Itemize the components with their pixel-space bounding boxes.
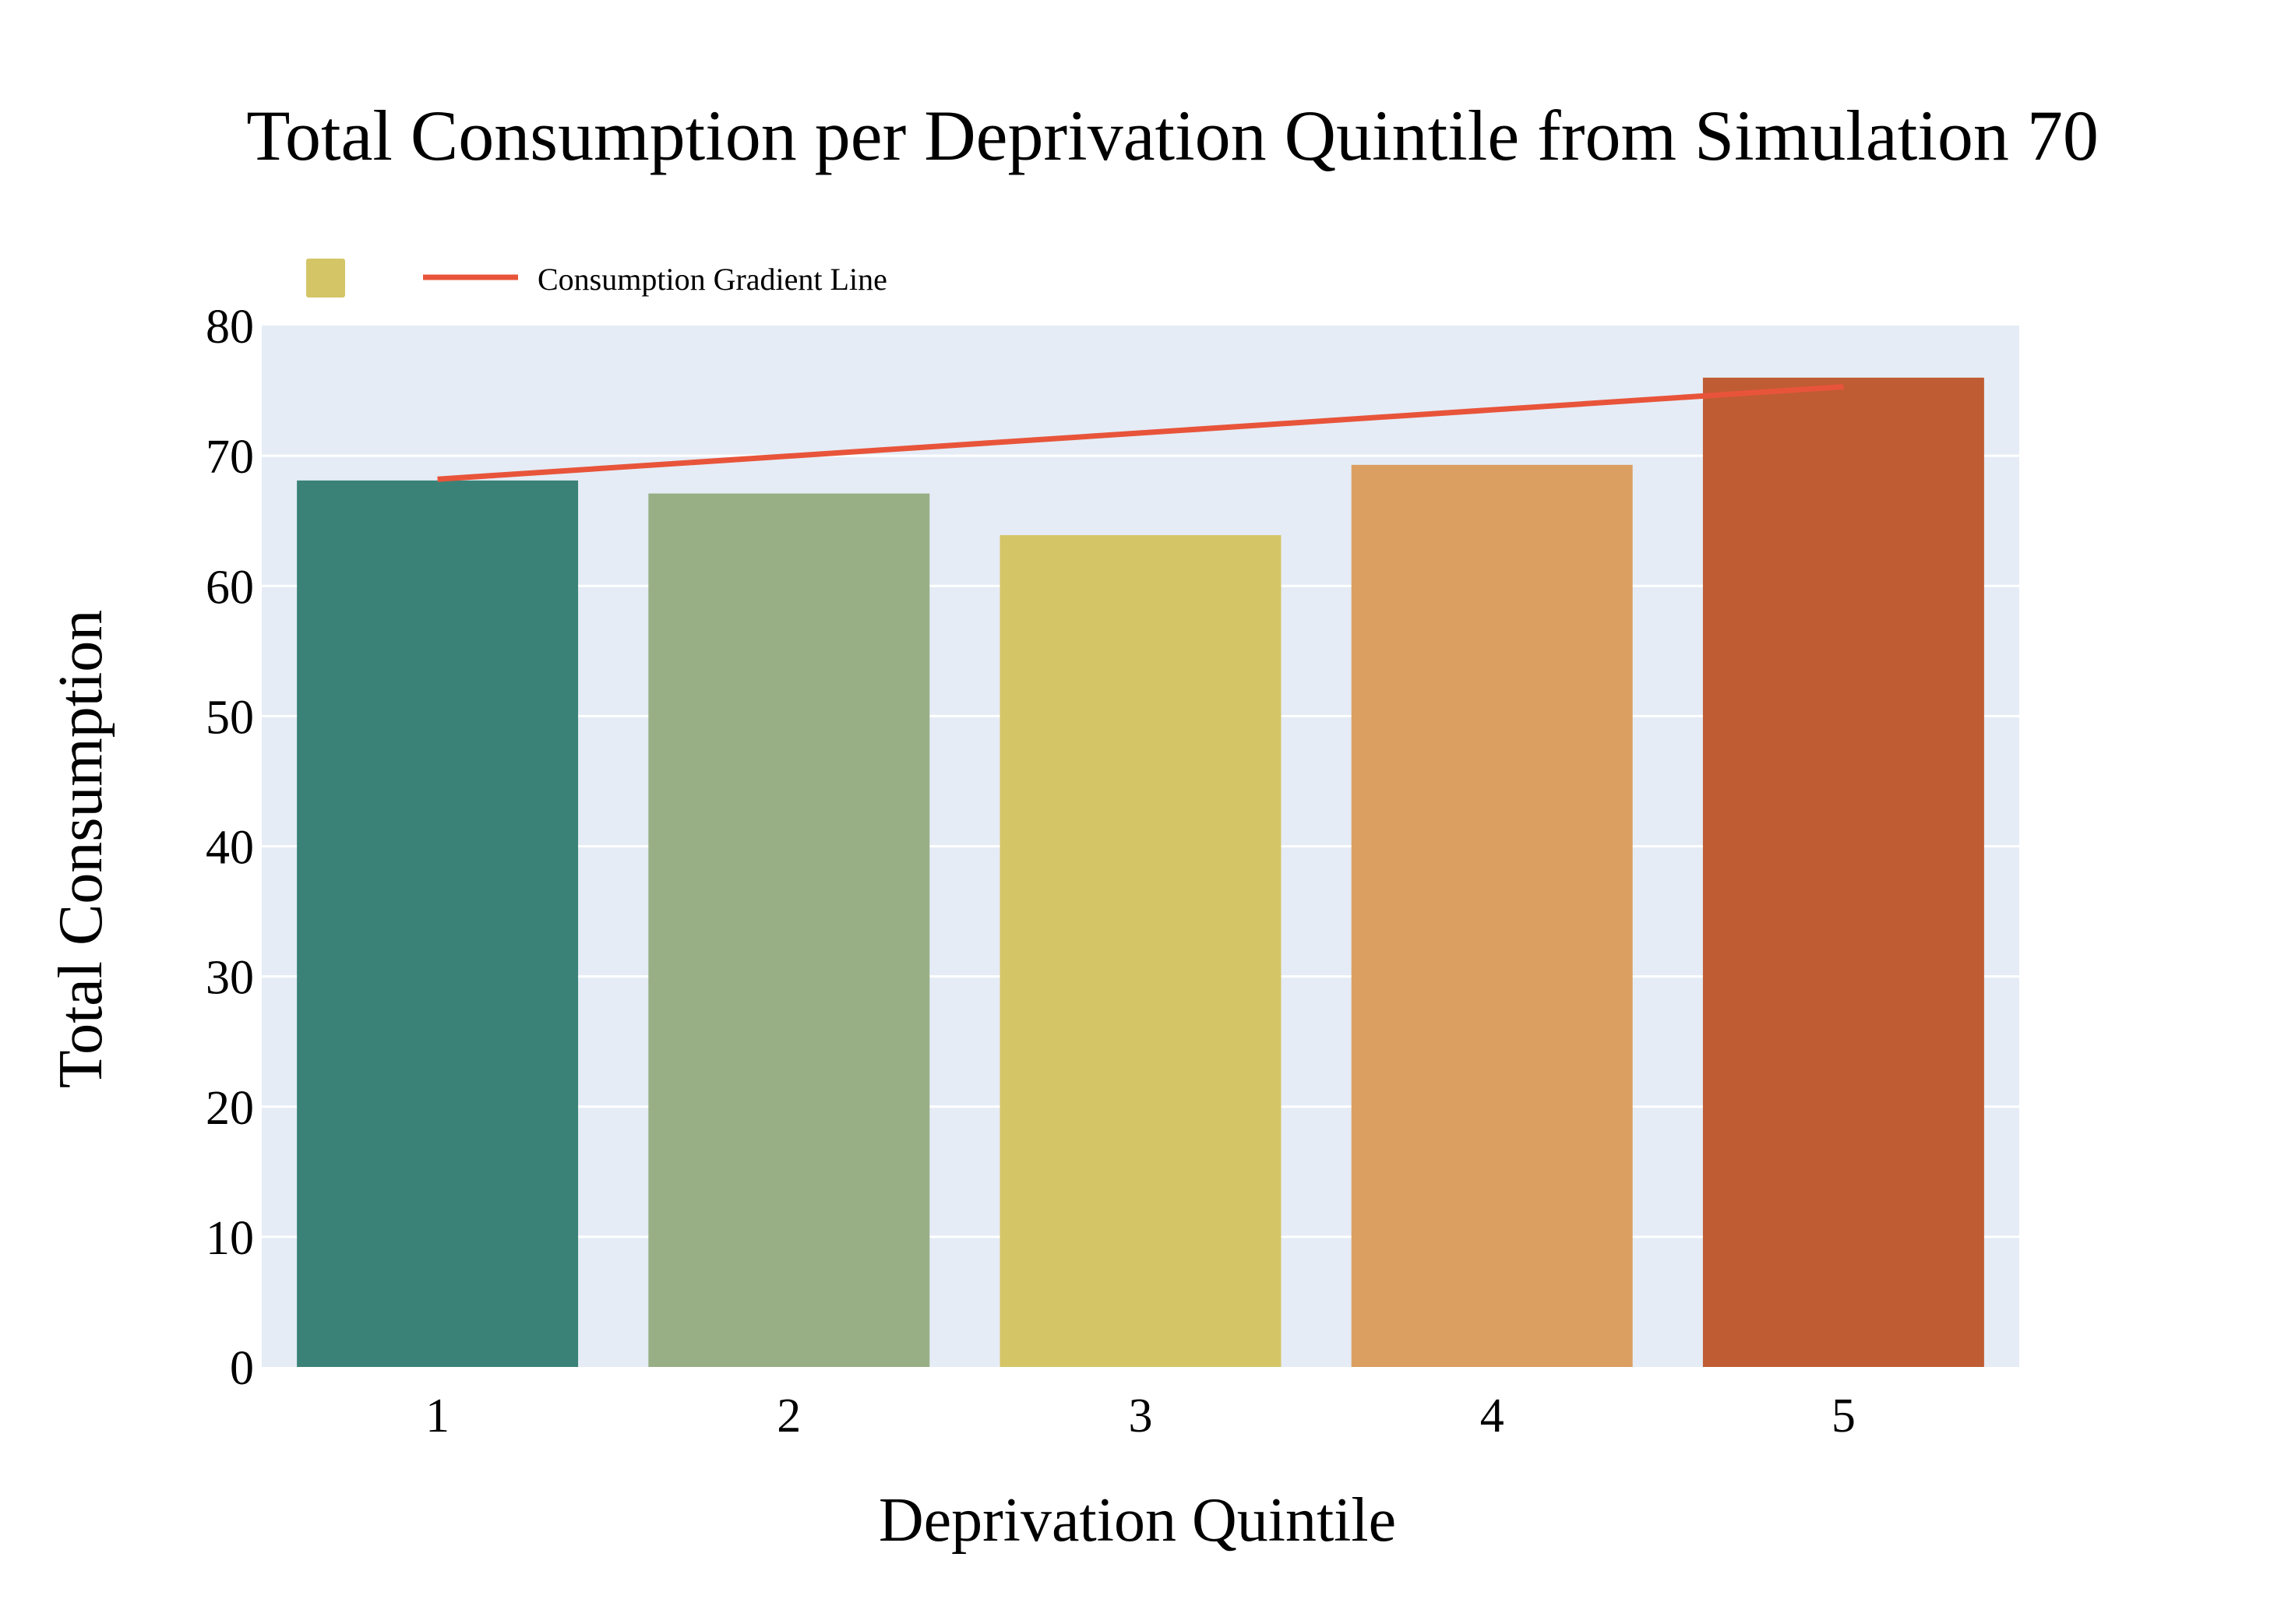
legend: Consumption Gradient Line (306, 259, 887, 298)
x-axis-ticks: 1 2 3 4 5 (425, 1390, 1856, 1443)
legend-label-gradient-line: Consumption Gradient Line (538, 262, 887, 297)
bar-quintile-5[interactable] (1702, 377, 1984, 1368)
y-axis-ticks: 0 10 20 30 40 50 60 70 80 (206, 301, 254, 1395)
gradient-line-series (437, 384, 1844, 482)
y-tick-label-0: 0 (230, 1342, 254, 1395)
bar-quintile-3[interactable] (1000, 535, 1282, 1367)
y-tick-label-30: 30 (206, 952, 254, 1005)
bar-series (297, 377, 1984, 1368)
x-tick-label-2: 2 (777, 1390, 801, 1443)
gradient-line[interactable] (437, 384, 1844, 482)
x-tick-label-1: 1 (425, 1390, 450, 1443)
y-axis-title: Total Consumption (47, 610, 115, 1088)
x-tick-label-5: 5 (1832, 1390, 1856, 1443)
bar-quintile-1[interactable] (297, 480, 579, 1368)
chart-title: Total Consumption per Deprivation Quinti… (246, 96, 2099, 175)
y-tick-label-10: 10 (206, 1212, 254, 1265)
y-tick-label-40: 40 (206, 822, 254, 875)
y-tick-label-20: 20 (206, 1082, 254, 1135)
x-axis-title: Deprivation Quintile (879, 1486, 1396, 1555)
legend-swatch-bars[interactable] (306, 259, 345, 298)
y-tick-label-50: 50 (206, 691, 254, 744)
y-tick-label-80: 80 (206, 301, 254, 354)
bar-quintile-2[interactable] (648, 493, 930, 1367)
bar-quintile-4[interactable] (1351, 464, 1633, 1367)
y-tick-label-60: 60 (206, 561, 254, 614)
x-tick-label-4: 4 (1480, 1390, 1504, 1443)
y-tick-label-70: 70 (206, 431, 254, 484)
x-tick-label-3: 3 (1129, 1390, 1153, 1443)
